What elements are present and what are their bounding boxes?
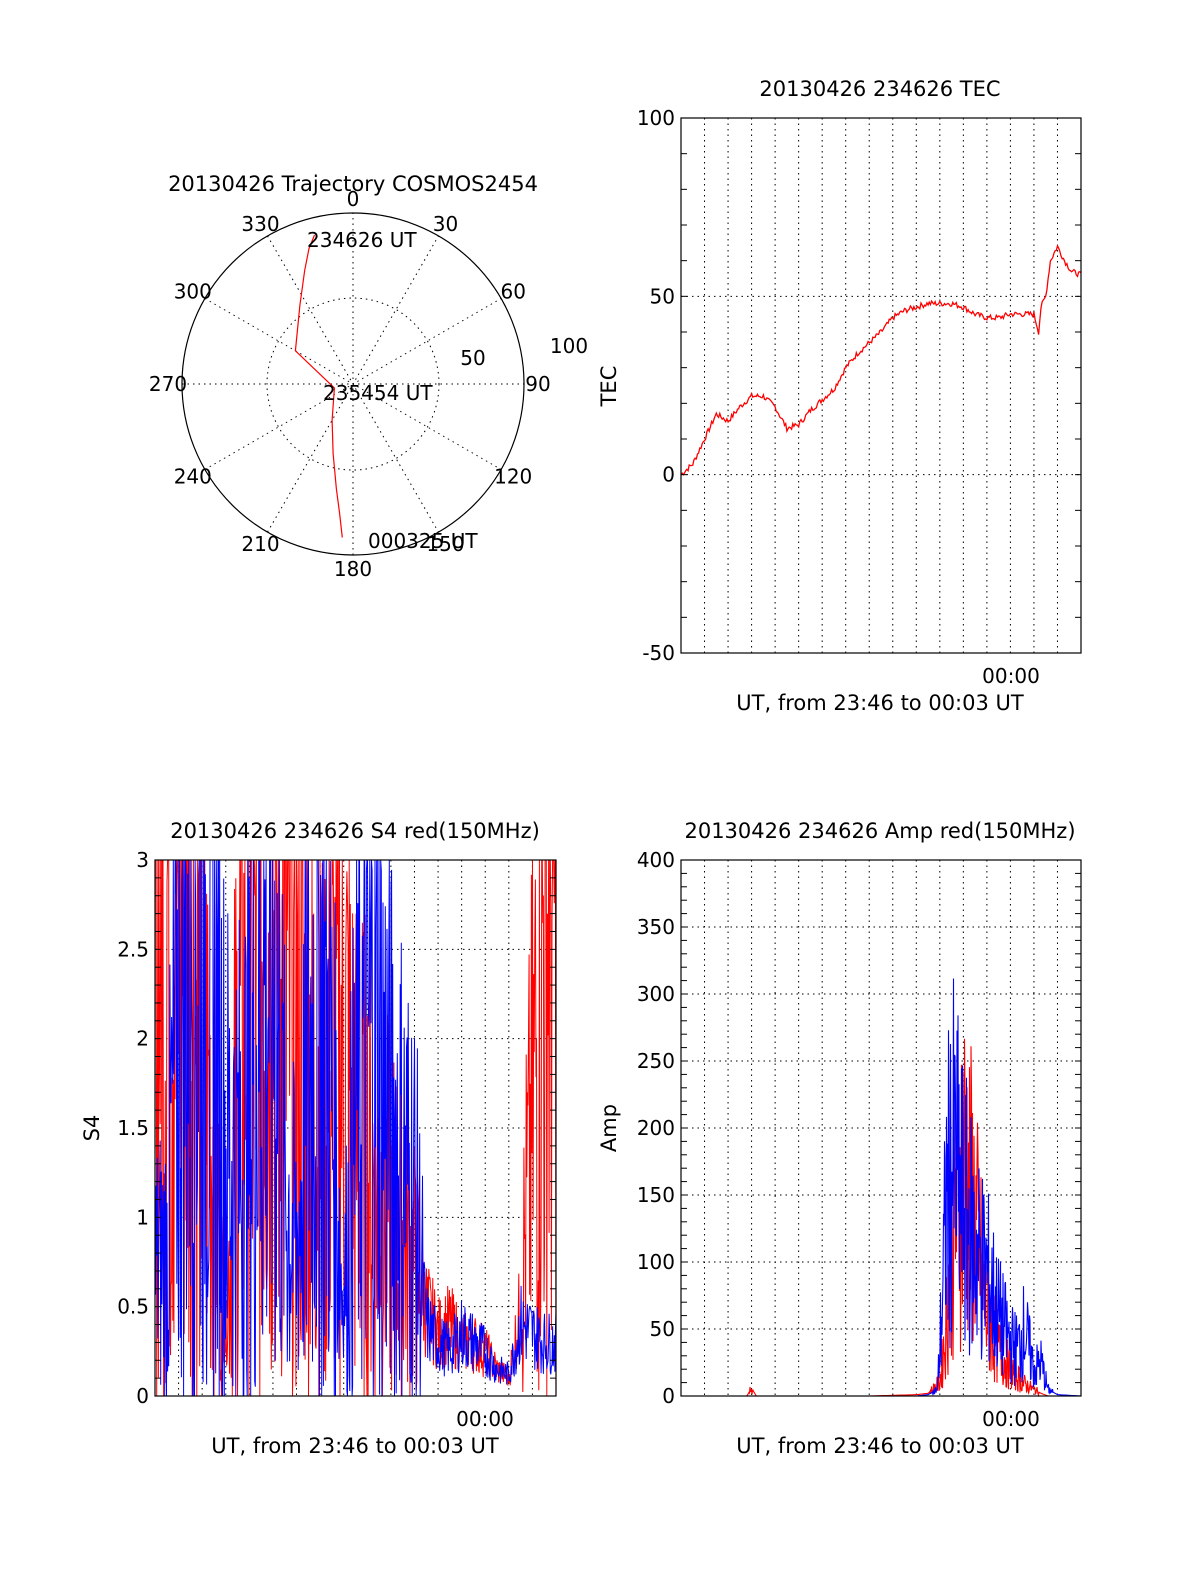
tec-title: 20130426 234626 TEC	[759, 77, 1000, 101]
amp-panel: 20130426 234626 Amp red(150MHz) 400 350 30…	[597, 819, 1082, 1458]
amp-y-tick-label: 300	[637, 982, 675, 1006]
polar-azimuth-label: 120	[494, 465, 532, 489]
amp-y-tick-label: 50	[650, 1317, 675, 1341]
amp-x-tick-label: 00:00	[982, 1407, 1040, 1431]
s4-title: 20130426 234626 S4 red(150MHz)	[170, 819, 540, 843]
amp-y-tick-label: 400	[637, 848, 675, 872]
s4-y-tick-label: 0.5	[117, 1295, 149, 1319]
s4-y-tick-label: 1.5	[117, 1116, 149, 1140]
amp-y-tick-label: 150	[637, 1183, 675, 1207]
polar-spoke-150	[267, 235, 439, 533]
s4-panel: 20130426 234626 S4 red(150MHz) 3 2.5 2 1.5 1…	[80, 819, 557, 1458]
polar-azimuth-label: 0	[347, 187, 360, 211]
polar-azimuth-label: 90	[525, 372, 550, 396]
tec-grid	[681, 118, 1081, 653]
s4-y-ticks: 3 2.5 2 1.5 1 0.5 0	[117, 848, 556, 1408]
s4-y-tick-label: 2.5	[117, 937, 149, 961]
tec-y-tick-label: -50	[642, 641, 675, 665]
tec-y-ticks: 100 50 0 -50	[637, 106, 1081, 665]
polar-azimuth-label: 60	[500, 280, 525, 304]
polar-spokes	[182, 213, 524, 555]
tec-series-red	[680, 244, 1082, 476]
amp-y-tick-label: 350	[637, 915, 675, 939]
tec-y-axis-label: TEC	[597, 366, 621, 408]
polar-annotation-mid: 235454 UT	[323, 381, 433, 405]
s4-x-tick-label: 00:00	[456, 1407, 514, 1431]
tec-plot-frame	[680, 117, 1082, 654]
polar-azimuth-label: 240	[174, 465, 212, 489]
amp-plot-frame	[680, 859, 1082, 1397]
polar-annotation-start: 234626 UT	[307, 228, 417, 252]
s4-x-axis-label: UT, from 23:46 to 00:03 UT	[211, 1434, 499, 1458]
polar-azimuth-label: 300	[174, 280, 212, 304]
amp-y-tick-label: 100	[637, 1250, 675, 1274]
tec-y-tick-label: 0	[662, 463, 675, 487]
polar-radial-label-100: 100	[550, 334, 588, 358]
polar-title: 20130426 Trajectory COSMOS2454	[168, 172, 538, 196]
polar-azimuth-label: 270	[149, 372, 187, 396]
amp-grid	[681, 860, 1081, 1396]
polar-azimuth-label: 180	[334, 557, 372, 581]
polar-trajectory-line	[294, 234, 343, 538]
s4-series-group	[154, 859, 557, 1397]
s4-series-blue	[154, 859, 557, 1397]
amp-title: 20130426 234626 Amp red(150MHz)	[684, 819, 1075, 843]
polar-trajectory-panel: 20130426 Trajectory COSMOS2454 0 30 60 90 12…	[149, 172, 588, 581]
amp-series-blue	[681, 978, 1081, 1397]
amp-y-ticks: 400 350 300 250 200 150 100 50 0	[637, 848, 1081, 1408]
amp-y-tick-label: 250	[637, 1049, 675, 1073]
tec-y-tick-label: 100	[637, 106, 675, 130]
polar-azimuth-label: 150	[426, 532, 464, 556]
polar-azimuth-label: 30	[433, 212, 458, 236]
s4-y-tick-label: 2	[136, 1027, 149, 1051]
tec-panel: 20130426 234626 TEC 100 50 0 -50 00:00 UT, …	[597, 77, 1082, 715]
polar-annotation-end: 000325 UT	[368, 529, 478, 553]
polar-radial-label-50: 50	[460, 346, 485, 370]
amp-y-axis-label: Amp	[597, 1104, 621, 1152]
tec-y-tick-label: 50	[650, 284, 675, 308]
amp-series-group	[681, 978, 1081, 1398]
s4-y-axis-label: S4	[80, 1115, 104, 1142]
polar-azimuth-labels: 0 30 60 90 120 150 180 210 240 270 300 330	[149, 187, 551, 581]
s4-y-tick-label: 3	[136, 848, 149, 872]
amp-x-axis-label: UT, from 23:46 to 00:03 UT	[736, 1434, 1024, 1458]
polar-inner-circle	[266, 297, 440, 471]
amp-y-tick-label: 200	[637, 1116, 675, 1140]
s4-y-tick-label: 1	[136, 1205, 149, 1229]
tec-x-axis-label: UT, from 23:46 to 00:03 UT	[736, 691, 1024, 715]
s4-y-tick-label: 0	[136, 1384, 149, 1408]
polar-azimuth-label: 330	[241, 212, 279, 236]
amp-y-tick-label: 0	[662, 1384, 675, 1408]
tec-x-tick-label: 00:00	[982, 664, 1040, 688]
polar-azimuth-label: 210	[241, 532, 279, 556]
tec-series-group	[680, 244, 1082, 476]
